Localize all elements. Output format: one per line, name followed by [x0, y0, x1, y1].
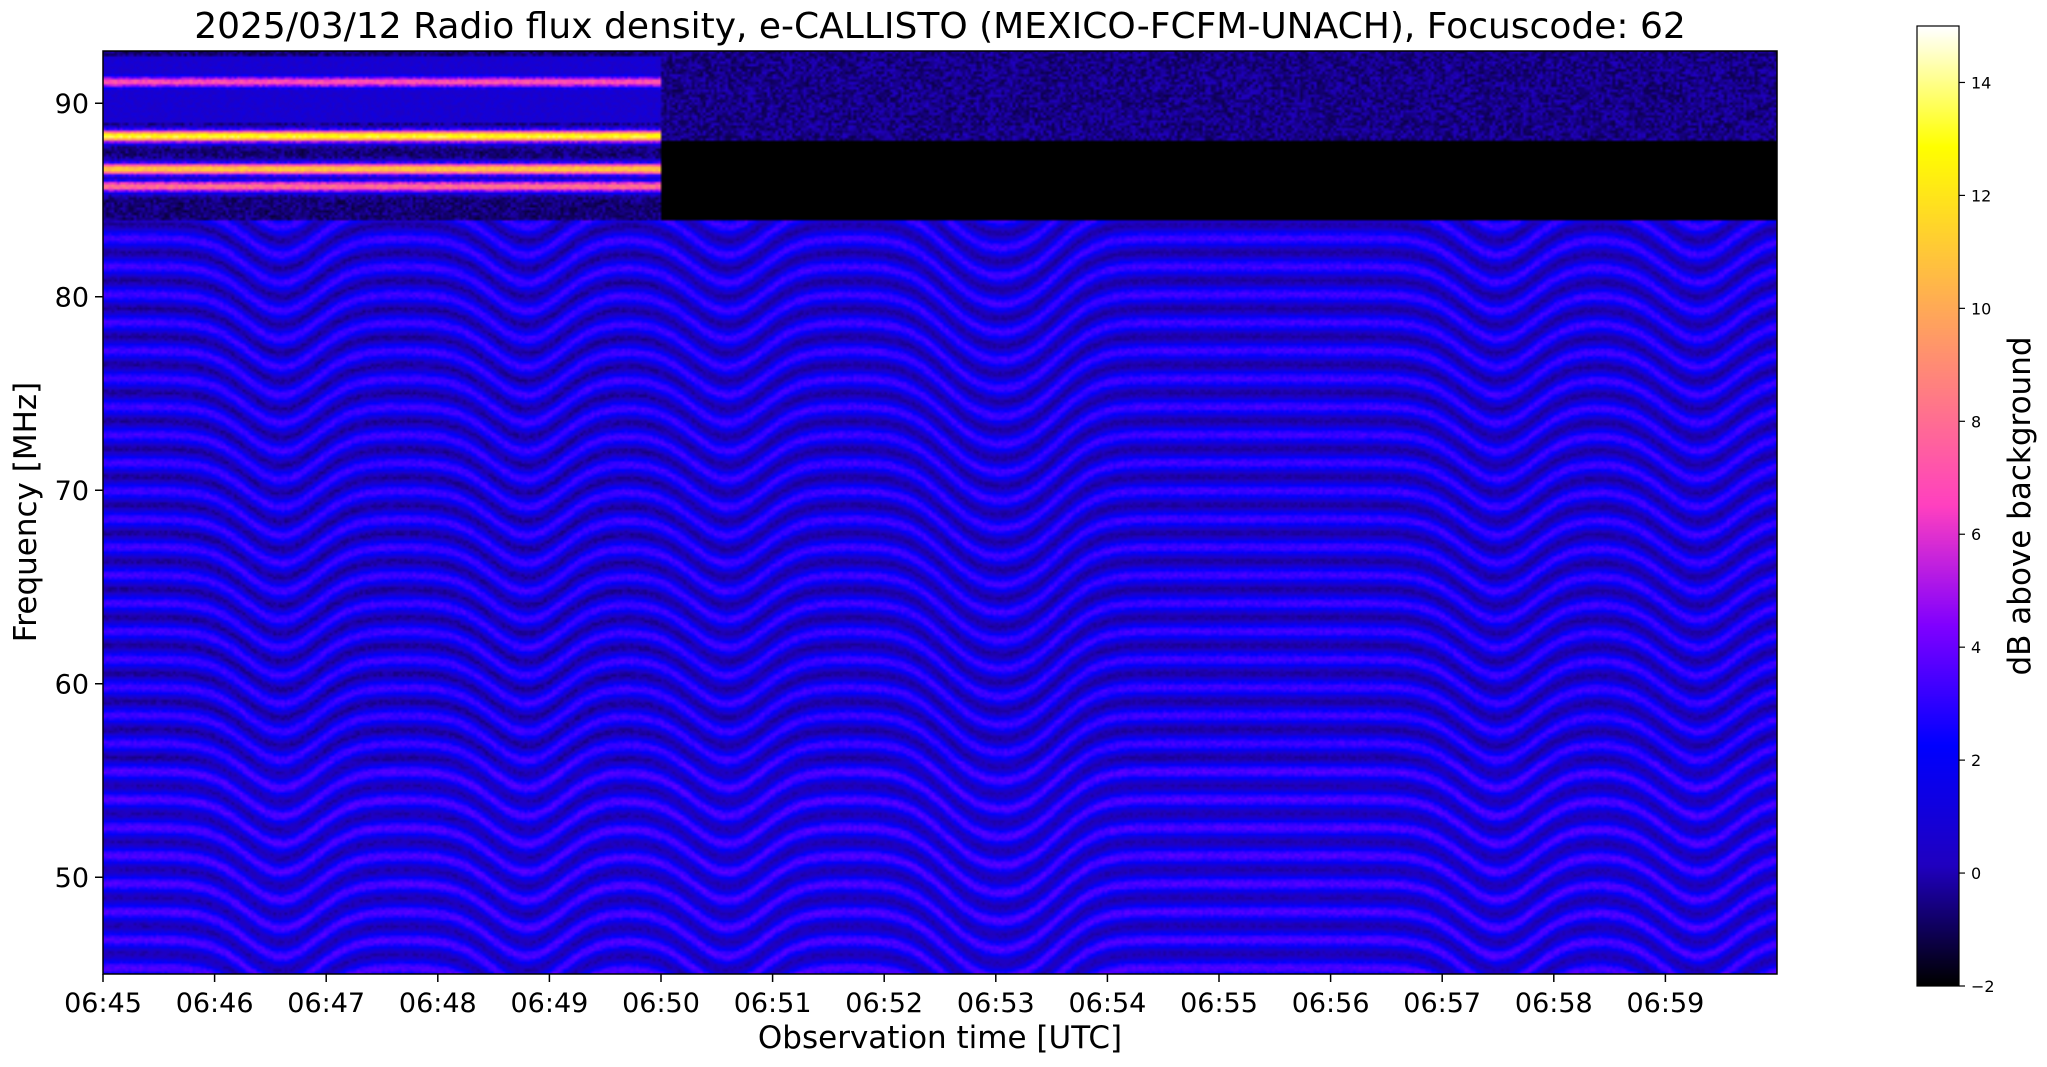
colorbar-tick-label: 8 [1971, 412, 1981, 431]
colorbar-tick-label: 2 [1971, 751, 1981, 770]
colorbar-tick-label: 10 [1971, 299, 1991, 318]
x-axis: 06:45 06:46 06:47 06:48 06:49 06:50 06:51 06:52… [64, 974, 1704, 1019]
colorbar-tick-label: −2 [1971, 977, 1995, 996]
x-tick-label: 06:59 [1626, 988, 1704, 1019]
x-tick-label: 06:52 [845, 988, 923, 1019]
x-tick-label: 06:45 [64, 988, 142, 1019]
colorbar-frame [1916, 25, 1960, 987]
y-tick-label: 50 [55, 863, 89, 894]
colorbar-tick-label: 6 [1971, 525, 1981, 544]
y-tick-label: 90 [55, 89, 89, 120]
y-axis: 50 60 70 80 90 [55, 89, 103, 894]
y-tick-label: 80 [55, 283, 89, 314]
colorbar-gradient [1917, 26, 1959, 986]
x-axis-label: Observation time [UTC] [758, 1020, 1122, 1056]
x-tick-label: 06:48 [399, 988, 477, 1019]
colorbar-label: dB above background [2002, 336, 2038, 675]
x-tick-label: 06:56 [1292, 988, 1370, 1019]
colorbar-tick-label: 14 [1971, 73, 1991, 92]
x-tick-label: 06:53 [957, 988, 1035, 1019]
plot-area [102, 50, 1778, 975]
chart-title: 2025/03/12 Radio flux density, e-CALLIST… [194, 6, 1686, 47]
x-tick-label: 06:58 [1515, 988, 1593, 1019]
x-tick-label: 06:46 [176, 988, 254, 1019]
colorbar: −2 0 2 4 6 8 10 12 14 dB above background [1916, 25, 2038, 996]
colorbar-ticks: −2 0 2 4 6 8 10 12 14 [1959, 73, 1995, 996]
x-tick-label: 06:55 [1180, 988, 1258, 1019]
colorbar-tick-label: 0 [1971, 864, 1981, 883]
colorbar-tick-label: 12 [1971, 186, 1991, 205]
y-axis-label: Frequency [MHz] [8, 382, 44, 643]
x-tick-label: 06:54 [1068, 988, 1146, 1019]
plot-frame [102, 50, 1778, 975]
x-tick-label: 06:49 [510, 988, 588, 1019]
y-tick-label: 60 [55, 670, 89, 701]
x-tick-label: 06:57 [1403, 988, 1481, 1019]
spectrogram-heatmap [103, 51, 1777, 974]
x-tick-label: 06:47 [287, 988, 365, 1019]
x-tick-label: 06:50 [622, 988, 700, 1019]
colorbar-tick-label: 4 [1971, 638, 1981, 657]
x-tick-label: 06:51 [734, 988, 812, 1019]
y-tick-label: 70 [55, 476, 89, 507]
